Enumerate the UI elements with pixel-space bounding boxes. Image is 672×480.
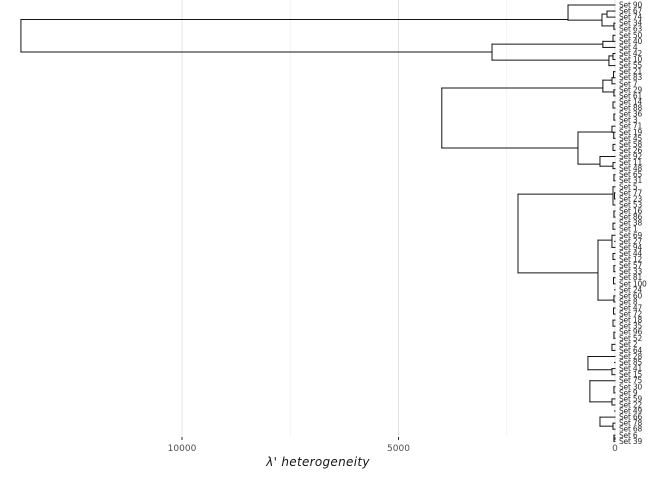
leaf-label: Set 63 (619, 25, 642, 34)
x-tick-label: 0 (612, 444, 618, 454)
leaf-label: Set 3 (619, 116, 638, 125)
leaf-label: Set 53 (619, 200, 642, 209)
leaf-label: Set 22 (619, 400, 642, 409)
leaf-label: Set 75 (619, 376, 642, 385)
x-axis-title: λ' heterogeneity (266, 455, 370, 469)
leaf-label: Set 55 (619, 61, 642, 70)
leaf-label: Set 100 (619, 279, 647, 288)
leaf-label: Set 58 (619, 140, 642, 149)
leaf-label: Set 45 (619, 134, 642, 143)
leaf-label: Set 85 (619, 358, 642, 367)
leaf-label: Set 77 (619, 188, 642, 197)
leaf-label: Set 4 (619, 43, 638, 52)
leaf-label: Set 94 (619, 243, 642, 252)
leaf-label: Set 49 (619, 407, 642, 416)
x-tick-label: 10000 (168, 444, 197, 454)
leaf-label: Set 16 (619, 207, 642, 216)
leaf-label: Set 36 (619, 110, 642, 119)
leaf-label: Set 14 (619, 97, 642, 106)
leaf-label: Set 64 (619, 346, 642, 355)
leaf-label: Set 68 (619, 425, 642, 434)
leaf-label: Set 66 (619, 413, 642, 422)
leaf-label: Set 41 (619, 364, 642, 373)
leaf-label: Set 15 (619, 370, 642, 379)
leaf-label: Set 39 (619, 437, 642, 446)
leaf-label: Set 21 (619, 67, 642, 76)
leaf-label: Set 6 (619, 431, 638, 440)
leaf-label: Set 33 (619, 267, 642, 276)
leaf-label: Set 9 (619, 388, 638, 397)
leaf-label: Set 42 (619, 49, 642, 58)
leaf-label: Set 28 (619, 352, 642, 361)
leaf-label: Set 72 (619, 310, 642, 319)
leaf-label: Set 26 (619, 146, 642, 155)
leaf-label: Set 52 (619, 334, 642, 343)
leaf-label: Set 90 (619, 1, 642, 10)
leaf-label: Set 71 (619, 122, 642, 131)
leaf-label: Set 59 (619, 394, 642, 403)
leaf-label: Set 24 (619, 285, 642, 294)
leaf-label: Set 50 (619, 31, 642, 40)
leaf-label: Set 67 (619, 7, 642, 16)
leaf-label: Set 35 (619, 322, 642, 331)
leaf-label: Set 19 (619, 128, 642, 137)
leaf-label: Set 18 (619, 316, 642, 325)
leaf-label: Set 83 (619, 73, 642, 82)
leaf-label: Set 78 (619, 419, 642, 428)
leaf-label: Set 44 (619, 249, 642, 258)
leaf-label: Set 10 (619, 55, 642, 64)
leaf-label: Set 8 (619, 297, 638, 306)
leaf-label: Set 69 (619, 231, 642, 240)
leaf-label: Set 65 (619, 170, 642, 179)
leaf-label: Set 29 (619, 85, 642, 94)
leaf-label: Set 40 (619, 37, 642, 46)
leaf-label: Set 48 (619, 164, 642, 173)
leaf-label: Set 61 (619, 91, 642, 100)
leaf-label: Set 30 (619, 382, 642, 391)
leaf-label: Set 11 (619, 158, 642, 167)
leaf-label: Set 12 (619, 255, 642, 264)
leaf-label: Set 60 (619, 291, 642, 300)
leaf-label: Set 88 (619, 104, 642, 113)
leaf-label: Set 38 (619, 219, 642, 228)
leaf-label: Set 74 (619, 13, 642, 22)
leaf-label: Set 7 (619, 79, 638, 88)
leaf-label: Set 96 (619, 328, 642, 337)
leaf-label: Set 2 (619, 340, 638, 349)
x-tick-label: 5000 (387, 444, 410, 454)
leaf-label: Set 27 (619, 237, 642, 246)
leaf-label: Set 81 (619, 273, 642, 282)
leaf-label: Set 5 (619, 182, 638, 191)
leaf-label: Set 31 (619, 176, 642, 185)
leaf-label: Set 47 (619, 304, 642, 313)
leaf-label: Set 23 (619, 194, 642, 203)
leaf-label: Set 1 (619, 225, 638, 234)
leaf-label: Set 57 (619, 261, 642, 270)
leaf-label: Set 86 (619, 213, 642, 222)
leaf-label: Set 92 (619, 152, 642, 161)
leaf-label: Set 34 (619, 19, 642, 28)
